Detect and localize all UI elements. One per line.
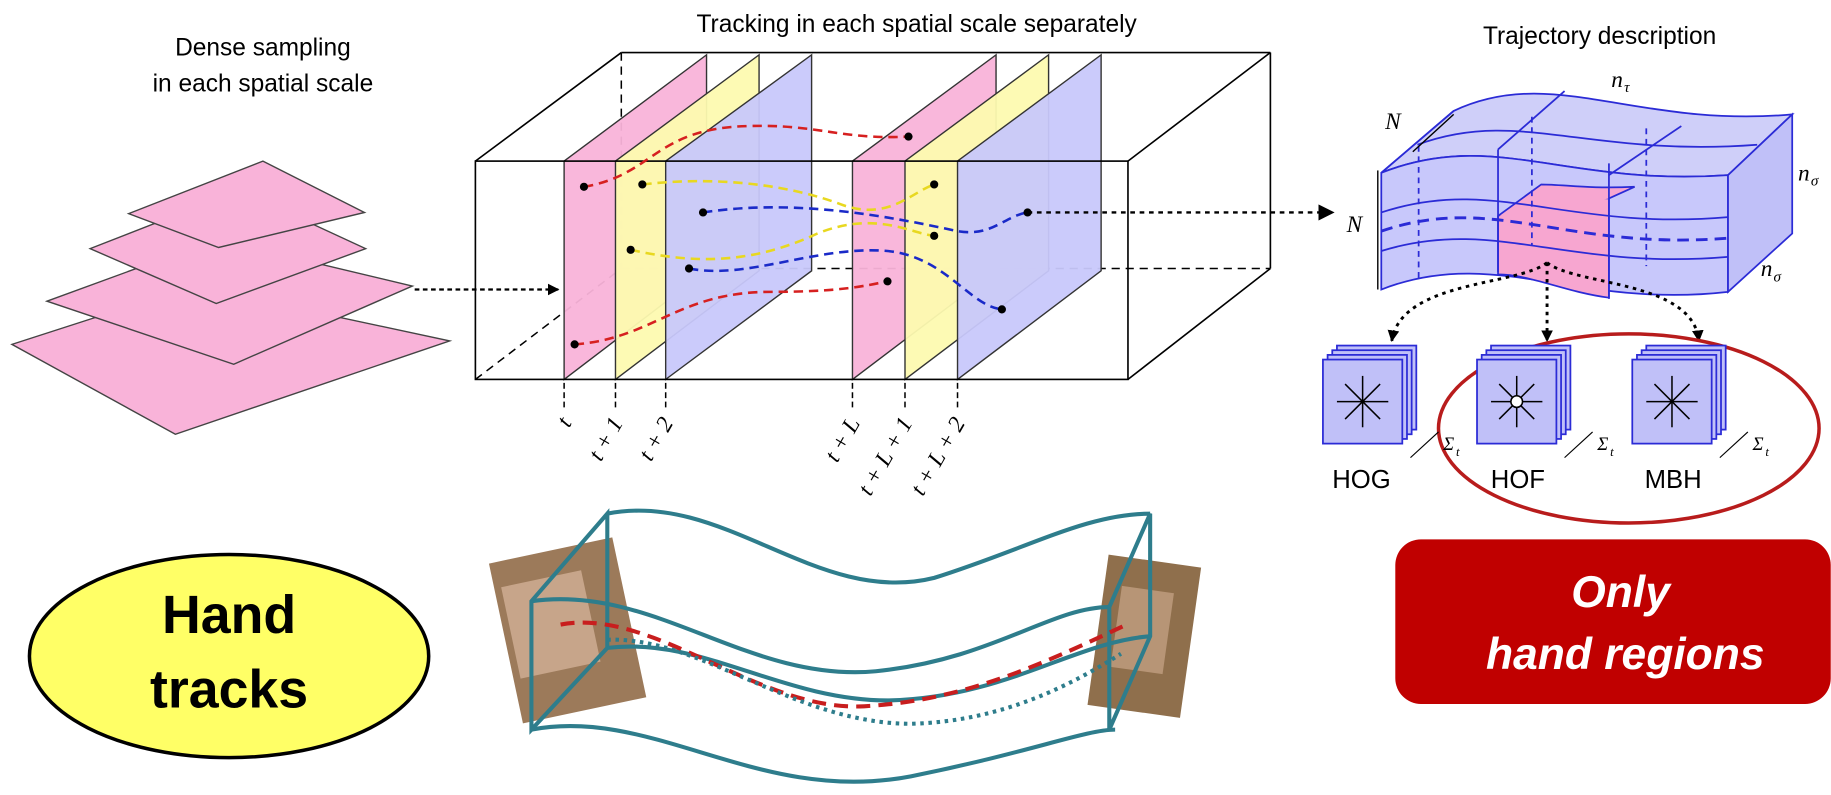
- descriptor-volume: [1381, 91, 1792, 299]
- sum-symbol: Σ: [1442, 434, 1454, 455]
- hand-tube: [489, 511, 1201, 782]
- time-label: t: [552, 412, 578, 431]
- descriptor-name: HOF: [1491, 466, 1545, 494]
- sum-sub: t: [1765, 445, 1769, 459]
- sum-sub: t: [1610, 445, 1614, 459]
- middle-title: Tracking in each spatial scale separatel…: [697, 11, 1138, 38]
- descriptor-name: HOG: [1332, 466, 1390, 494]
- time-label: t + 2: [634, 413, 679, 466]
- dim-label: N: [1346, 212, 1364, 238]
- note-text: Only: [1571, 568, 1672, 617]
- note-box: [1395, 539, 1830, 704]
- badge-text: Hand: [162, 585, 296, 645]
- time-ticks: [564, 383, 957, 409]
- dim-label: n: [1761, 256, 1773, 282]
- dim-label: n: [1798, 160, 1810, 186]
- left-title-line: Dense sampling: [175, 34, 351, 61]
- dim-label: n: [1611, 67, 1623, 93]
- dim-label: N: [1384, 109, 1402, 135]
- dim-label-sub: σ: [1811, 173, 1819, 190]
- time-label: t + 1: [584, 413, 629, 465]
- time-label: t + L: [820, 413, 866, 467]
- badge-text: tracks: [150, 660, 308, 720]
- dim-label-sub: τ: [1624, 79, 1630, 96]
- left-title-line: in each spatial scale: [153, 71, 374, 98]
- diagram: Dense sampling in each spatial scale Tra…: [0, 0, 1831, 795]
- descriptor-name: MBH: [1645, 466, 1702, 494]
- dim-label-sub: σ: [1774, 268, 1782, 285]
- right-title: Trajectory description: [1483, 23, 1716, 50]
- page: Dense sampling in each spatial scale Tra…: [0, 0, 1831, 795]
- sum-symbol: Σ: [1596, 434, 1608, 455]
- sum-sub: t: [1456, 445, 1460, 459]
- descriptor-hof: HOF Σ t: [1477, 346, 1614, 494]
- descriptor-mbh: MBH Σ t: [1632, 346, 1769, 494]
- planes: [564, 55, 1101, 380]
- note-text: hand regions: [1486, 630, 1765, 679]
- sum-symbol: Σ: [1752, 434, 1764, 455]
- scale-stack: [12, 161, 450, 434]
